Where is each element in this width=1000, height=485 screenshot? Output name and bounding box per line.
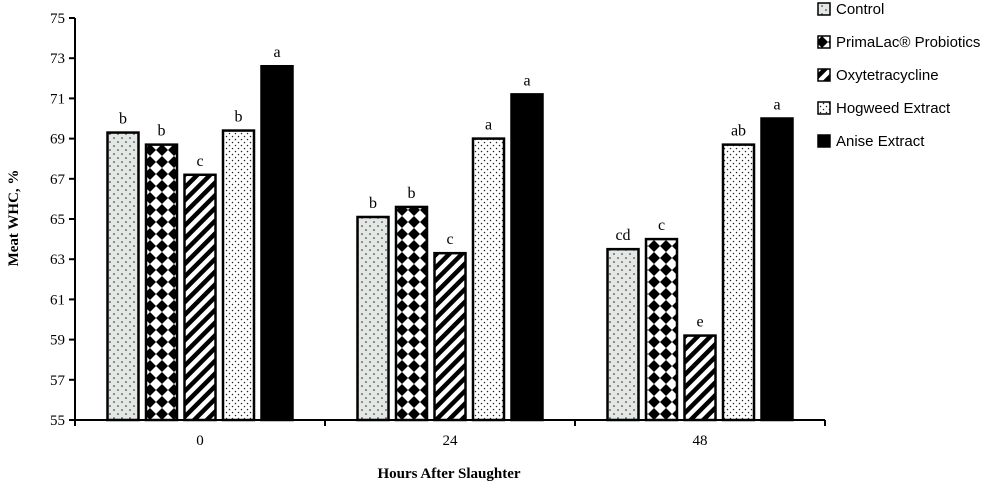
bar	[221, 129, 256, 422]
legend-label: Control	[836, 1, 884, 18]
bar-significance-label: c	[196, 153, 203, 170]
legend-label: Hogweed Extract	[836, 100, 951, 117]
bar	[433, 251, 467, 422]
bar-significance-label: c	[446, 231, 453, 248]
bar	[760, 117, 794, 422]
bar	[183, 173, 217, 422]
x-tick-label: 24	[443, 433, 459, 449]
legend-swatch	[817, 2, 831, 16]
bar-significance-label: b	[408, 185, 416, 202]
y-tick-label: 63	[50, 252, 65, 268]
legend-label: Anise Extract	[836, 133, 925, 150]
bar	[683, 334, 717, 422]
bar-significance-label: e	[696, 314, 703, 331]
bar	[721, 143, 756, 422]
bar	[106, 131, 140, 422]
bar	[260, 64, 294, 422]
bar-significance-label: cd	[615, 227, 630, 244]
bar	[471, 137, 506, 422]
y-tick-label: 59	[50, 333, 65, 349]
y-tick-label: 61	[50, 292, 65, 308]
y-tick-label: 75	[50, 11, 65, 27]
bar-significance-label: a	[485, 117, 492, 134]
y-axis: 55 57 59 61 63 65 67 69 71 73 75	[50, 11, 76, 429]
x-axis-title: Hours After Slaughter	[377, 466, 520, 482]
bar	[644, 237, 679, 422]
y-tick-label: 69	[50, 132, 65, 148]
bar-significance-label: ab	[731, 123, 746, 140]
bar	[606, 247, 640, 422]
bar	[394, 205, 429, 422]
bar-significance-label: b	[235, 109, 243, 126]
legend-label: PrimaLac® Probiotics	[836, 34, 980, 51]
y-tick-label: 73	[50, 51, 65, 67]
legend-swatch	[817, 101, 831, 115]
legend-swatch	[817, 35, 831, 49]
bar	[356, 215, 390, 422]
x-axis: 0 24 48	[74, 419, 826, 449]
bar-significance-label: b	[158, 123, 166, 140]
bar	[144, 143, 179, 422]
x-tick-label: 48	[693, 433, 708, 449]
legend-swatch	[817, 68, 831, 82]
legend: Control PrimaLac® Probiotics Oxytetracycli…	[817, 1, 980, 150]
y-tick-label: 55	[50, 413, 65, 429]
y-axis-title: Meat WHC, %	[6, 170, 22, 267]
bar-significance-label: b	[369, 195, 377, 212]
bar-significance-label: a	[773, 97, 780, 114]
y-tick-label: 71	[50, 91, 65, 107]
bar-significance-label: a	[273, 44, 280, 61]
y-tick-label: 57	[50, 373, 66, 389]
legend-label: Oxytetracycline	[836, 67, 939, 84]
bar-significance-label: a	[523, 72, 530, 89]
x-tick-label: 0	[196, 433, 204, 449]
bar-significance-label: c	[658, 217, 665, 234]
bar	[510, 93, 544, 422]
bar-significance-label: b	[119, 111, 127, 128]
y-tick-label: 65	[50, 212, 65, 228]
y-tick-label: 67	[50, 172, 66, 188]
legend-swatch	[817, 134, 831, 148]
